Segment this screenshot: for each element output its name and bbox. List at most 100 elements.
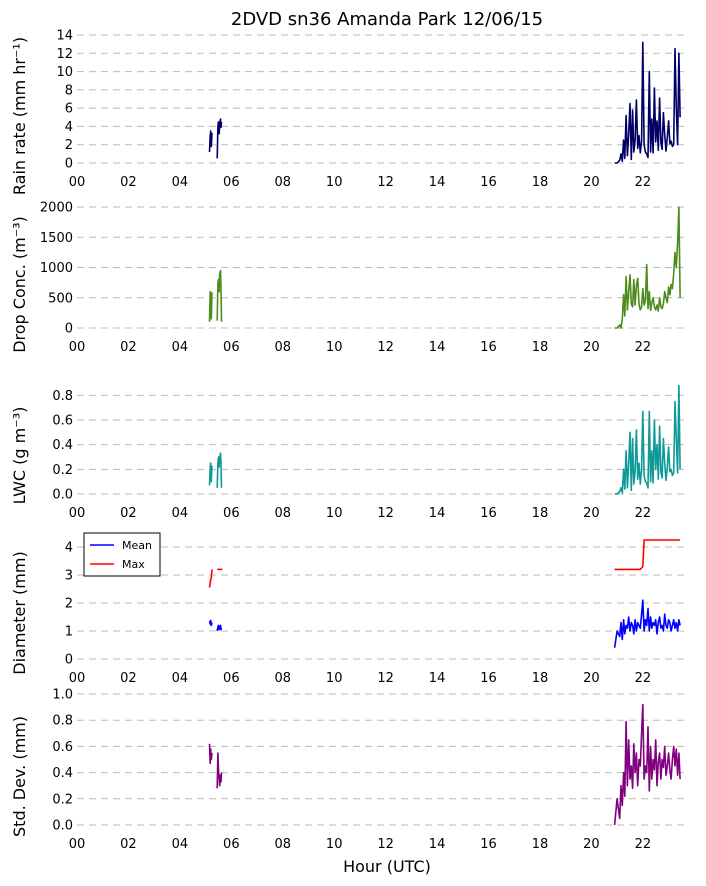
x-tick-label: 14 bbox=[429, 506, 446, 521]
series-line bbox=[614, 206, 681, 329]
y-tick-label: 2 bbox=[65, 138, 73, 153]
x-tick-label: 00 bbox=[69, 837, 86, 852]
x-tick-label: 06 bbox=[223, 671, 240, 686]
y-tick-label: 8 bbox=[65, 83, 73, 98]
x-tick-label: 12 bbox=[377, 506, 394, 521]
x-tick-label: 12 bbox=[377, 837, 394, 852]
x-tick-label: 08 bbox=[274, 671, 291, 686]
legend-box bbox=[83, 532, 161, 577]
x-tick-label: 02 bbox=[120, 340, 137, 355]
y-tick-label: 0.8 bbox=[52, 389, 73, 404]
y-tick-label: 0 bbox=[65, 157, 73, 172]
x-tick-label: 00 bbox=[69, 671, 86, 686]
x-tick-label: 10 bbox=[326, 506, 343, 521]
y-axis-label: Drop Conc. (m⁻³) bbox=[10, 216, 29, 353]
y-tick-label: 1 bbox=[65, 625, 73, 640]
y-tick-label: 4 bbox=[65, 120, 73, 135]
legend-label: Max bbox=[122, 558, 145, 571]
x-tick-label: 20 bbox=[583, 671, 600, 686]
x-tick-label: 14 bbox=[429, 837, 446, 852]
x-tick-label: 04 bbox=[172, 837, 189, 852]
x-tick-label: 06 bbox=[223, 340, 240, 355]
y-tick-label: 1500 bbox=[40, 231, 73, 246]
x-tick-label: 06 bbox=[223, 837, 240, 852]
x-tick-label: 10 bbox=[326, 340, 343, 355]
x-tick-label: 18 bbox=[532, 837, 549, 852]
x-tick-label: 00 bbox=[69, 175, 86, 190]
x-tick-label: 20 bbox=[583, 175, 600, 190]
y-tick-label: 1000 bbox=[40, 261, 73, 276]
x-tick-label: 04 bbox=[172, 340, 189, 355]
x-tick-label: 22 bbox=[635, 671, 652, 686]
x-tick-label: 04 bbox=[172, 506, 189, 521]
y-axis-label: Std. Dev. (mm) bbox=[10, 716, 29, 837]
series-line bbox=[216, 752, 223, 789]
x-tick-label: 08 bbox=[274, 175, 291, 190]
x-tick-label: 16 bbox=[480, 506, 497, 521]
x-tick-label: 12 bbox=[377, 671, 394, 686]
x-tick-label: 02 bbox=[120, 506, 137, 521]
y-tick-label: 0.4 bbox=[52, 766, 73, 781]
x-tick-label: 14 bbox=[429, 671, 446, 686]
x-tick-label: 22 bbox=[635, 837, 652, 852]
x-tick-label: 16 bbox=[480, 175, 497, 190]
legend: Mean Max bbox=[83, 532, 161, 577]
y-axis-label: Diameter (mm) bbox=[10, 551, 29, 674]
x-tick-label: 08 bbox=[274, 340, 291, 355]
series-line bbox=[216, 452, 223, 488]
series-line-mean bbox=[208, 619, 213, 627]
x-tick-label: 00 bbox=[69, 340, 86, 355]
series-line-max bbox=[208, 569, 213, 588]
x-tick-label: 20 bbox=[583, 837, 600, 852]
x-tick-label: 16 bbox=[480, 340, 497, 355]
y-tick-label: 12 bbox=[56, 47, 73, 62]
y-tick-label: 500 bbox=[48, 291, 73, 306]
x-axis-label: Hour (UTC) bbox=[343, 857, 431, 876]
x-tick-label: 16 bbox=[480, 837, 497, 852]
x-tick-label: 06 bbox=[223, 506, 240, 521]
y-tick-label: 4 bbox=[65, 541, 73, 556]
y-tick-label: 1.0 bbox=[52, 688, 73, 703]
panel-2: 0 500 1000 1500 2000 00 02 04 06 08 10 12 14 16 18 20 22… bbox=[10, 201, 684, 355]
x-tick-label: 00 bbox=[69, 506, 86, 521]
chart-title: 2DVD sn36 Amanda Park 12/06/15 bbox=[231, 9, 543, 30]
x-tick-label: 18 bbox=[532, 506, 549, 521]
series-line bbox=[208, 743, 213, 765]
x-tick-label: 18 bbox=[532, 671, 549, 686]
series-line bbox=[614, 384, 681, 495]
x-tick-label: 02 bbox=[120, 837, 137, 852]
y-tick-label: 0 bbox=[65, 653, 73, 668]
y-tick-label: 2000 bbox=[40, 201, 73, 216]
legend-label: Mean bbox=[122, 539, 152, 552]
x-tick-label: 14 bbox=[429, 340, 446, 355]
y-tick-label: 0.0 bbox=[52, 819, 73, 834]
x-tick-label: 10 bbox=[326, 175, 343, 190]
x-tick-label: 06 bbox=[223, 175, 240, 190]
y-tick-label: 0.6 bbox=[52, 740, 73, 755]
series-line bbox=[216, 118, 223, 159]
x-tick-label: 18 bbox=[532, 175, 549, 190]
y-tick-label: 0.6 bbox=[52, 414, 73, 429]
x-tick-label: 14 bbox=[429, 175, 446, 190]
x-tick-label: 04 bbox=[172, 671, 189, 686]
series-line-max bbox=[614, 539, 681, 571]
y-tick-label: 0.0 bbox=[52, 488, 73, 503]
y-tick-label: 0 bbox=[65, 322, 73, 337]
panel-5: 0.0 0.2 0.4 0.6 0.8 1.0 00 02 04 06 08 10 12 14 16 18 20… bbox=[10, 688, 684, 852]
x-tick-label: 10 bbox=[326, 671, 343, 686]
panel-3: 0.0 0.2 0.4 0.6 0.8 00 02 04 06 08 10 12 14 16 18 20 22 L… bbox=[10, 384, 684, 521]
y-axis-label: LWC (g m⁻³) bbox=[10, 407, 29, 505]
y-axis-label: Rain rate (mm hr⁻¹) bbox=[10, 37, 29, 195]
x-tick-label: 18 bbox=[532, 340, 549, 355]
x-tick-label: 02 bbox=[120, 175, 137, 190]
series-line bbox=[613, 703, 681, 826]
x-tick-label: 02 bbox=[120, 671, 137, 686]
x-tick-label: 12 bbox=[377, 175, 394, 190]
x-tick-label: 04 bbox=[172, 175, 189, 190]
series-line bbox=[208, 462, 213, 486]
y-tick-label: 2 bbox=[65, 597, 73, 612]
series-line-mean bbox=[613, 599, 681, 648]
